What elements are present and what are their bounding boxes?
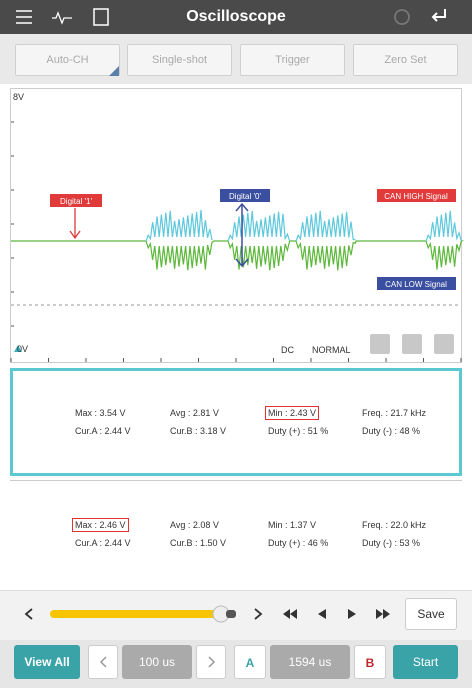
time-down-button[interactable]: [88, 645, 118, 679]
waveform-icon[interactable]: [52, 11, 72, 25]
slider-track[interactable]: [50, 610, 230, 618]
coupling: DC: [281, 345, 294, 355]
arrow: [69, 208, 81, 240]
forward-icon[interactable]: [383, 609, 390, 619]
top-icons: [16, 8, 446, 26]
measurement-panel[interactable]: [10, 480, 462, 588]
measurement: Avg : 2.08 V: [170, 520, 219, 530]
cyan-trace: [295, 210, 356, 242]
toolbar-button[interactable]: Zero Set: [353, 44, 458, 76]
cursor-position: 1594 us: [270, 645, 350, 679]
toolbar-button[interactable]: Auto-CH: [15, 44, 120, 76]
scope-canvas: 8V 0V Digital '1' Digital '0' CAN HIGH S…: [10, 92, 465, 362]
chevron: [208, 656, 216, 668]
measurement: Min : 1.37 V: [268, 520, 317, 530]
signal-label: CAN HIGH Signal: [384, 192, 448, 201]
signal-label: Digital '0': [229, 192, 261, 201]
measurement: Cur.A : 2.44 V: [75, 426, 131, 436]
chevron: [99, 656, 107, 668]
measurement: Max : 2.46 V: [72, 518, 129, 532]
toolbar-button[interactable]: Single-shot: [127, 44, 232, 76]
scale-bottom: 0V: [17, 344, 28, 354]
measurement: Duty (-) : 53 %: [362, 538, 421, 548]
scope-tool[interactable]: [370, 334, 390, 354]
scope-tool[interactable]: [434, 334, 454, 354]
cyan-trace: [227, 210, 291, 242]
signal-label: CAN LOW Signal: [385, 280, 447, 289]
measurement: Cur.B : 3.18 V: [170, 426, 227, 436]
scale-top: 8V: [13, 92, 24, 102]
arrow: [235, 202, 249, 268]
trigger-mode: NORMAL: [312, 345, 351, 355]
cursor-b-button[interactable]: B: [354, 645, 386, 679]
measurement: Freq. : 21.7 kHz: [362, 408, 427, 418]
label-box: [220, 189, 270, 202]
measurement-panel[interactable]: [10, 368, 462, 476]
rewind-icon[interactable]: [283, 609, 290, 619]
scope-area: [10, 88, 462, 363]
file-icon[interactable]: [93, 8, 109, 26]
measurement: Min : 2.43 V: [265, 406, 320, 420]
back-icon[interactable]: [431, 9, 446, 22]
app-title: Oscilloscope: [186, 8, 286, 25]
save-button[interactable]: Save: [405, 598, 457, 630]
measurement: Cur.A : 2.44 V: [75, 538, 131, 548]
label-box: [377, 277, 456, 290]
measurement: Duty (+) : 51 %: [268, 426, 329, 436]
start-button[interactable]: Start: [393, 645, 458, 679]
view-all-button[interactable]: View All: [14, 645, 80, 679]
green-trace: [11, 240, 465, 271]
corner-mark: [109, 66, 119, 76]
measurement: Cur.B : 1.50 V: [170, 538, 227, 548]
play-icon[interactable]: [348, 609, 356, 619]
toolbar-button[interactable]: Trigger: [240, 44, 345, 76]
back-step-icon[interactable]: [318, 609, 326, 619]
time-division: 100 us: [122, 645, 192, 679]
next-icon[interactable]: [254, 608, 263, 620]
measurement: Duty (+) : 46 %: [268, 538, 329, 548]
scope-tool[interactable]: [402, 334, 422, 354]
forward-icon[interactable]: [376, 609, 383, 619]
time-up-button[interactable]: [196, 645, 226, 679]
measurement: Avg : 2.81 V: [170, 408, 219, 418]
settings-icon[interactable]: [16, 10, 32, 24]
measurement: Duty (-) : 48 %: [362, 426, 421, 436]
rewind-icon[interactable]: [290, 609, 297, 619]
label-box: [50, 194, 102, 207]
slider-end: [226, 610, 236, 618]
measurement: Max : 3.54 V: [75, 408, 126, 418]
top-bar: [0, 0, 472, 34]
playback-controls: [24, 605, 390, 623]
signal-label: Digital '1': [60, 197, 92, 206]
cursor-a-button[interactable]: A: [234, 645, 266, 679]
measurement: Freq. : 22.0 kHz: [362, 520, 427, 530]
prev-icon[interactable]: [24, 608, 33, 620]
cyan-trace: [145, 209, 213, 242]
cyan-trace: [425, 210, 462, 242]
ground-marker: [14, 345, 22, 352]
refresh-icon[interactable]: [394, 9, 410, 25]
label-box: [377, 189, 456, 202]
